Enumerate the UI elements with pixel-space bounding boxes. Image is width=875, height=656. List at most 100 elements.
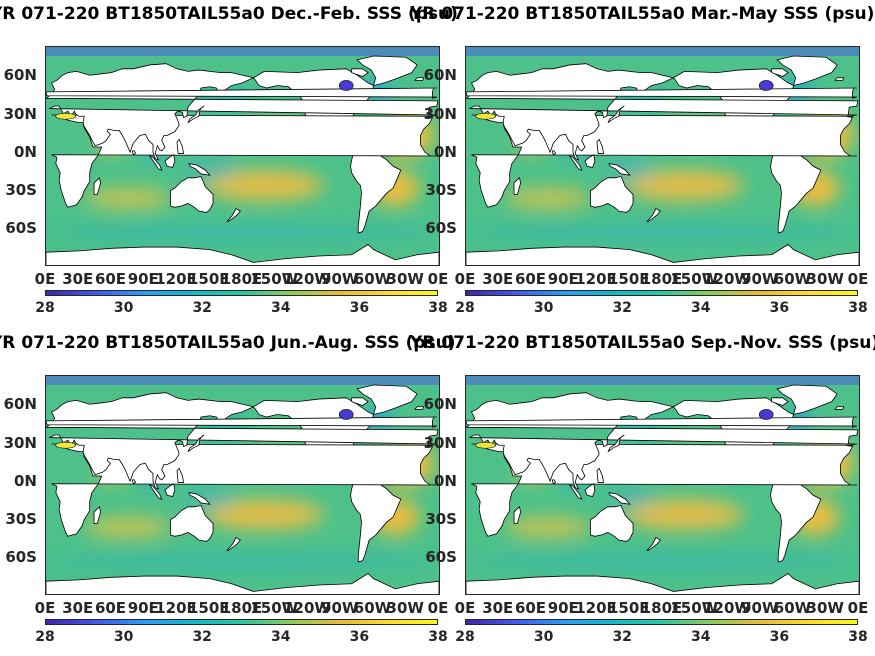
lon-label: 90W (741, 599, 779, 617)
panel-title: YR 071-220 BT1850TAIL55a0 Dec.-Feb. SSS … (0, 4, 458, 24)
colorbar-tick: 34 (271, 629, 291, 645)
landmass (350, 476, 402, 563)
lon-label: 60E (94, 270, 127, 288)
landmass (776, 384, 838, 416)
landmass (93, 506, 101, 524)
landmass (46, 87, 437, 99)
salinity-anomaly (504, 188, 592, 209)
landmass (834, 77, 845, 81)
mediterranean-sea (475, 441, 496, 449)
colorbar-tick: 36 (349, 300, 370, 316)
landmass (608, 163, 631, 176)
lon-labels: 0E 30E 60E 90E 120E 150E 180E 150W 120W 90W 60W 30W… (455, 270, 869, 290)
lat-label: 60S (5, 219, 37, 237)
colorbar-tick: 38 (428, 300, 448, 316)
landmass (414, 406, 425, 410)
colorbar-tick: 38 (848, 300, 868, 316)
landmass (770, 476, 822, 563)
lat-label: 30S (5, 181, 37, 199)
landmass (776, 55, 838, 87)
lon-label: 30W (806, 599, 844, 617)
landmass (608, 492, 631, 505)
lon-label: 30E (482, 270, 514, 288)
panel-title: YR 071-220 BT1850TAIL55a0 Sep.-Nov. SSS … (410, 333, 875, 353)
lon-label: 180E (220, 599, 263, 617)
colorbar-tick: 30 (113, 300, 134, 316)
colorbar-tick: 30 (533, 300, 554, 316)
landmass (46, 416, 437, 428)
colorbar-tick: 38 (848, 629, 868, 645)
landmass (187, 105, 205, 123)
lon-label: 0E (34, 599, 56, 617)
lon-label: 60W (353, 599, 392, 617)
landmass (513, 506, 521, 524)
lat-label: 30N (3, 105, 37, 123)
lon-label: 90W (741, 270, 779, 288)
landmass (551, 479, 557, 485)
lon-label: 120W (283, 599, 331, 617)
landmass (226, 208, 241, 222)
landmass (466, 243, 859, 265)
arctic-fresh-band (46, 47, 439, 56)
lon-label: 60W (773, 270, 812, 288)
lat-label: 60S (5, 548, 37, 566)
lon-label: 90W (321, 599, 359, 617)
landmass (770, 147, 822, 234)
landmass (148, 155, 163, 171)
landmass (607, 105, 625, 123)
colorbar-tick: 32 (192, 300, 212, 316)
lat-label: 60N (3, 66, 37, 84)
salinity-anomaly (466, 225, 859, 241)
lat-label: 30N (3, 434, 37, 452)
colorbar-tick: 28 (455, 629, 475, 645)
lon-label: 90E (127, 270, 159, 288)
landmass (646, 537, 661, 551)
landmass (568, 484, 583, 500)
lon-label: 30E (62, 270, 94, 288)
lat-label: 0N (434, 143, 457, 161)
lat-label: 60N (3, 395, 37, 413)
landmass (176, 138, 185, 154)
landmass (131, 479, 137, 485)
mediterranean-sea (475, 112, 496, 120)
lon-label: 150W (250, 270, 299, 288)
landmass (356, 55, 418, 87)
lon-label: 0E (847, 599, 869, 617)
colorbar-tick: 32 (612, 629, 632, 645)
landmass (46, 392, 439, 490)
landmass (584, 483, 596, 498)
landmass (834, 406, 845, 410)
lon-label: 60E (514, 599, 547, 617)
lon-label: 150W (250, 599, 299, 617)
colorbar (465, 619, 858, 625)
landmass (148, 484, 163, 500)
lon-label: 0E (847, 270, 869, 288)
colorbar-tick: 32 (192, 629, 212, 645)
lat-label: 30N (423, 434, 457, 452)
salinity-anomaly (466, 554, 859, 570)
landmass (170, 505, 214, 542)
lon-label: 30W (386, 599, 424, 617)
lon-label: 90E (127, 599, 159, 617)
landmass (176, 467, 185, 483)
landmass (350, 147, 402, 234)
lat-label: 0N (434, 472, 457, 490)
lon-label: 120W (703, 270, 751, 288)
landmass (414, 77, 425, 81)
lon-label: 60E (94, 599, 127, 617)
salinity-anomaly (46, 225, 439, 241)
lon-label: 60W (353, 270, 392, 288)
salinity-anomaly (624, 499, 745, 530)
salinity-anomaly (602, 487, 658, 509)
hudson-bay (338, 409, 354, 420)
landmass (590, 505, 634, 542)
lat-label: 60N (423, 66, 457, 84)
arctic-fresh-band (466, 47, 859, 56)
mediterranean-sea (55, 441, 76, 449)
hudson-bay (338, 80, 354, 91)
colorbar-tick: 28 (35, 629, 55, 645)
lon-label: 120E (575, 270, 617, 288)
salinity-anomaly (46, 554, 439, 570)
lon-label: 0E (34, 270, 56, 288)
lon-label: 180E (220, 270, 263, 288)
